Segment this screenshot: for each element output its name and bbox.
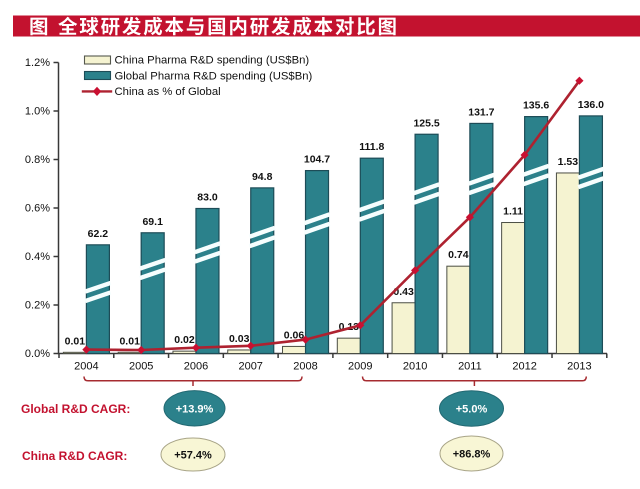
svg-text:2013: 2013 <box>567 361 591 373</box>
svg-text:2004: 2004 <box>74 361 98 373</box>
svg-text:2008: 2008 <box>293 361 317 373</box>
svg-text:2010: 2010 <box>403 361 427 373</box>
svg-text:83.0: 83.0 <box>197 192 218 204</box>
svg-text:2007: 2007 <box>238 361 262 373</box>
svg-text:131.7: 131.7 <box>468 106 494 118</box>
svg-text:0.02: 0.02 <box>174 334 195 346</box>
svg-text:62.2: 62.2 <box>88 228 109 240</box>
svg-text:2011: 2011 <box>458 361 482 373</box>
svg-text:2005: 2005 <box>129 361 153 373</box>
svg-text:0.8%: 0.8% <box>25 154 50 166</box>
svg-text:135.6: 135.6 <box>523 100 549 112</box>
svg-text:0.4%: 0.4% <box>25 251 50 263</box>
svg-text:Global R&D CAGR:: Global R&D CAGR: <box>21 402 130 416</box>
svg-text:69.1: 69.1 <box>142 216 163 228</box>
svg-text:China R&D CAGR:: China R&D CAGR: <box>22 449 127 463</box>
svg-text:+57.4%: +57.4% <box>174 450 212 462</box>
svg-text:0.74: 0.74 <box>448 249 469 261</box>
svg-text:0.01: 0.01 <box>119 335 140 347</box>
svg-text:1.0%: 1.0% <box>25 106 50 118</box>
svg-text:0.0%: 0.0% <box>25 348 50 360</box>
svg-text:94.8: 94.8 <box>252 171 273 183</box>
svg-text:125.5: 125.5 <box>413 117 439 129</box>
svg-text:0.03: 0.03 <box>229 333 250 345</box>
svg-text:1.11: 1.11 <box>503 206 523 218</box>
svg-text:111.8: 111.8 <box>359 141 384 153</box>
svg-text:136.0: 136.0 <box>578 99 604 111</box>
svg-text:2012: 2012 <box>512 361 536 373</box>
svg-text:+13.9%: +13.9% <box>176 403 214 415</box>
svg-text:104.7: 104.7 <box>304 154 330 166</box>
svg-text:0.6%: 0.6% <box>25 203 50 215</box>
svg-text:+5.0%: +5.0% <box>456 404 488 416</box>
svg-text:1.53: 1.53 <box>558 156 579 168</box>
svg-text:Global Pharma R&D spending (US: Global Pharma R&D spending (US$Bn) <box>115 70 313 82</box>
svg-text:0.06: 0.06 <box>284 329 305 341</box>
svg-text:0.01: 0.01 <box>65 335 86 347</box>
svg-text:2009: 2009 <box>348 361 372 373</box>
svg-text:1.2%: 1.2% <box>25 57 50 69</box>
svg-text:China as % of Global: China as % of Global <box>115 86 221 98</box>
svg-text:+86.8%: +86.8% <box>453 449 491 461</box>
svg-text:2006: 2006 <box>184 361 208 373</box>
svg-text:0.2%: 0.2% <box>25 300 50 312</box>
svg-text:China Pharma R&D spending (US$: China Pharma R&D spending (US$Bn) <box>115 54 310 66</box>
